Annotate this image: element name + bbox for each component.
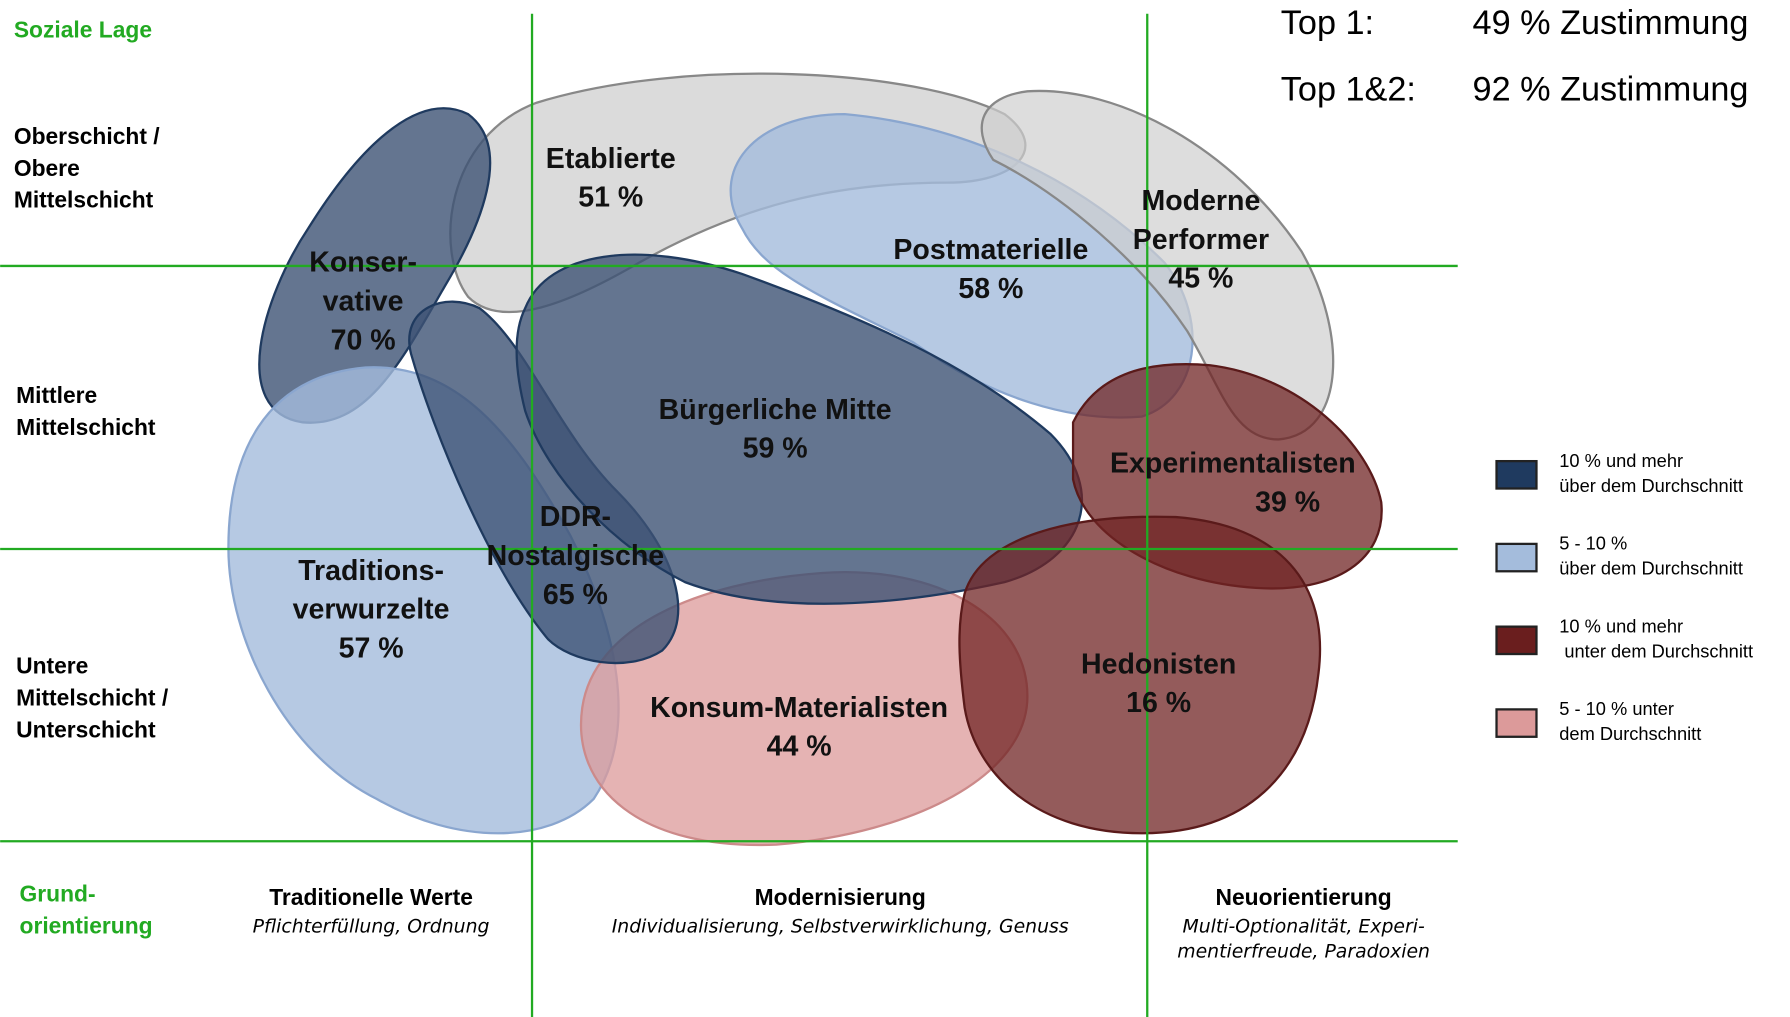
milieu-name: vative [323,285,404,317]
milieu-name: Postmaterielle [893,234,1088,266]
milieu-share: 59 % [743,433,808,465]
legend-swatch [1495,708,1538,738]
milieu-name: Hedonisten [1081,648,1236,680]
legend-label: 10 % und mehr [1559,615,1683,636]
milieu-name: Nostalgische [487,540,664,572]
milieu-name: Bürgerliche Mitte [659,394,892,426]
legend-label: über dem Durchschnitt [1559,558,1743,579]
legend-label: über dem Durchschnitt [1559,475,1743,496]
group-name: Modernisierung [755,884,926,910]
group-name: Traditionelle Werte [269,884,473,910]
milieu-share: 51 % [578,182,643,214]
row-label: Unterschicht [16,716,156,742]
milieu-name: Experimentalisten [1110,448,1356,480]
milieu-name: Etablierte [546,143,676,175]
group-desc: Pflichterfüllung, Ordnung [253,917,490,938]
milieu-name: Konser- [309,247,417,279]
group-desc: mentierfreude, Paradoxien [1177,942,1430,963]
top-label: Top 1: [1281,4,1374,42]
milieu-name: DDR- [540,501,611,533]
milieu-share: 58 % [958,273,1023,305]
milieu-name: Performer [1133,224,1269,256]
top-value: 92 % Zustimmung [1473,70,1749,108]
row-label: Mittlere [16,382,97,408]
legend-swatch [1495,542,1538,573]
legend-label: unter dem Durchschnitt [1559,640,1753,661]
milieu-share: 57 % [339,632,404,664]
group-desc: Individualisierung, Selbstverwirklichung… [612,917,1069,938]
milieu-share: 44 % [767,731,832,763]
row-label: Obere [14,155,80,181]
milieu-name: verwurzelte [293,594,450,626]
grid [0,13,1458,1017]
legend-label: 5 - 10 % [1559,533,1627,554]
axis-title: Grund- [20,881,96,907]
top-value: 49 % Zustimmung [1473,4,1749,42]
row-label: Untere [16,652,88,678]
axis-title: orientierung [20,913,153,939]
group-desc: Multi-Optionalität, Experi- [1182,917,1424,938]
legend-label: dem Durchschnitt [1559,723,1701,744]
legend-swatch [1495,625,1538,656]
milieu-name: Moderne [1141,185,1260,217]
milieu-share: 39 % [1255,486,1320,518]
milieu-share: 65 % [543,579,608,611]
milieu-name: Konsum-Materialisten [650,692,948,724]
milieu-share: 45 % [1168,263,1233,295]
blob-hedonisten [958,515,1322,835]
row-label: Mittelschicht / [16,684,169,710]
top-label: Top 1&2: [1281,70,1416,108]
legend-swatch [1495,459,1538,490]
milieu-share: 70 % [331,324,396,356]
milieu-name: Traditions- [298,555,444,587]
axis-title: Soziale Lage [14,17,152,43]
row-label: Mittelschicht [16,414,156,440]
legend-label: 5 - 10 % unter [1559,698,1674,719]
row-label: Oberschicht / [14,123,160,149]
legend-label: 10 % und mehr [1559,450,1683,471]
group-name: Neuorientierung [1216,884,1392,910]
blob-ddr [408,300,680,665]
milieu-share: 16 % [1126,687,1191,719]
row-label: Mittelschicht [14,187,154,213]
labels: Top 1: 49 % Zustimmung Top 1&2: 92 % Zustim… [14,4,1753,962]
